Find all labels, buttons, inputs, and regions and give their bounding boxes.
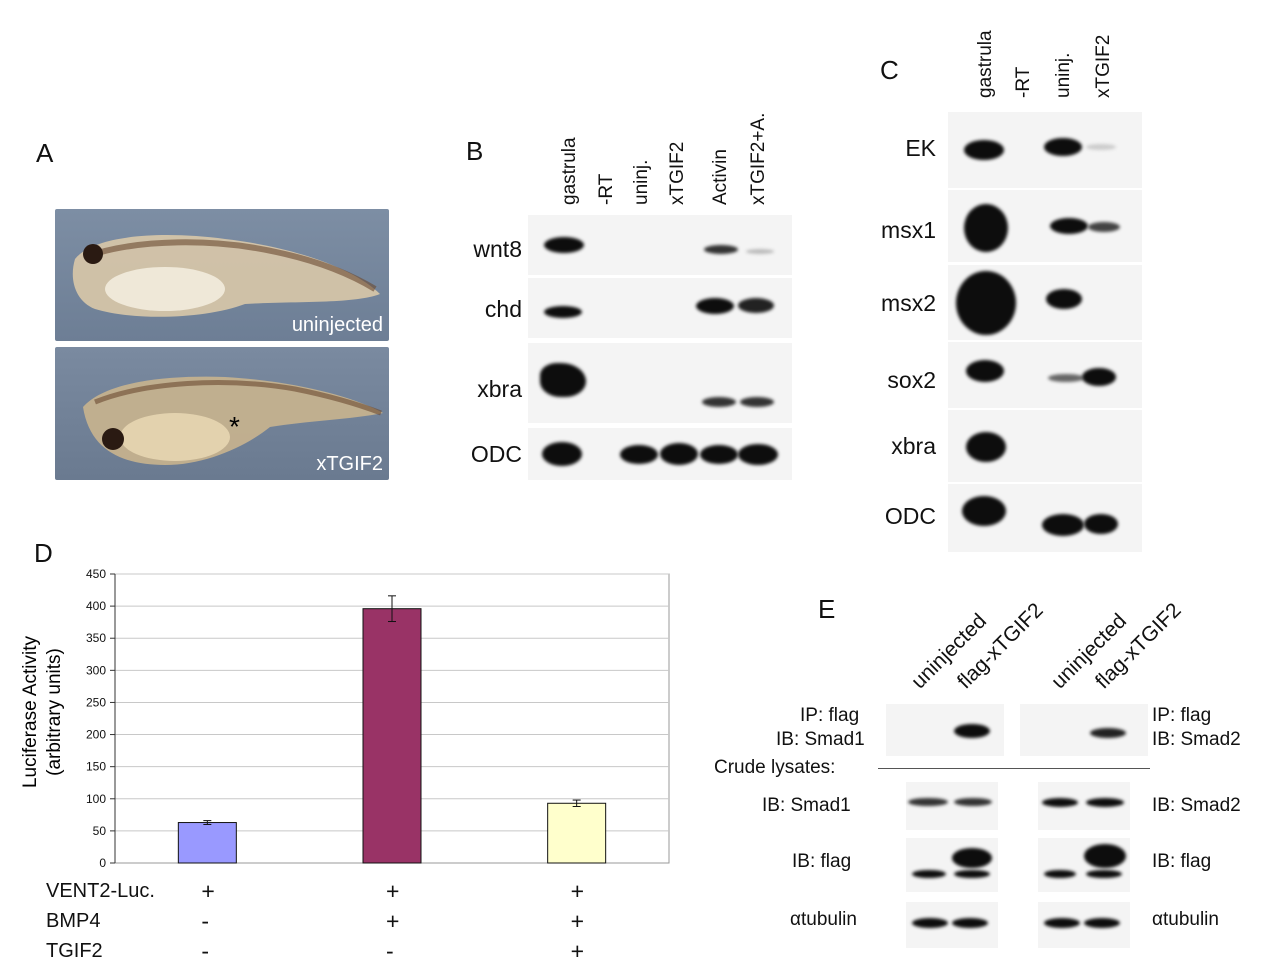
- blot-b-odc: [528, 428, 792, 480]
- condition-sign: +: [570, 938, 585, 964]
- blot-e-smad1: [906, 782, 998, 830]
- tadpole-photo-xtgif2: * xTGIF2: [55, 347, 389, 480]
- blot-c-sox2: [948, 342, 1142, 408]
- lane-label-b-5: Activin: [710, 149, 731, 205]
- condition-sign: -: [386, 938, 394, 964]
- lane-label-b-3: uninj.: [631, 159, 652, 205]
- lane-label-c-4: xTGIF2: [1093, 34, 1114, 98]
- row-label-e-right-2: IB: flag: [1152, 851, 1212, 872]
- blot-c-odc: [948, 484, 1142, 552]
- row-label-chd: chd: [484, 296, 522, 322]
- lane-label-b-1: gastrula: [559, 137, 580, 205]
- row-label-e-right-1: IB: Smad2: [1152, 795, 1241, 816]
- blot-e-tubulin-right: [1038, 902, 1130, 948]
- row-label-wnt8: wnt8: [473, 236, 522, 262]
- y-tick-label: 300: [86, 663, 106, 677]
- lane-label-b-2: -RT: [596, 173, 617, 205]
- blot-b-wnt8: [528, 215, 792, 275]
- y-tick-label: 50: [93, 824, 107, 838]
- panel-letter-e: E: [818, 594, 836, 624]
- lane-label-c-1: gastrula: [975, 30, 996, 98]
- panel-letter-a: A: [36, 138, 54, 168]
- row-label-e-left-2: IB: flag: [792, 851, 852, 872]
- condition-sign: +: [386, 908, 400, 934]
- condition-sign: -: [201, 908, 209, 934]
- ip-label-right-2: IB: Smad2: [1152, 729, 1241, 750]
- ip-label-right-1: IP: flag: [1152, 705, 1212, 726]
- ip-label-left-1: IP: flag: [800, 705, 860, 726]
- row-label-e-left-1: IB: Smad1: [762, 795, 851, 816]
- lane-label-b-4: xTGIF2: [667, 141, 688, 205]
- y-tick-label: 400: [86, 599, 106, 613]
- row-label-sox2: sox2: [887, 367, 936, 393]
- condition-sign: -: [201, 938, 209, 964]
- condition-sign: +: [570, 878, 585, 904]
- y-tick-label: 200: [86, 728, 106, 742]
- blot-e-ip-right: [1020, 704, 1148, 756]
- lane-label-b-6: xTGIF2+A.: [748, 112, 769, 205]
- condition-sign: +: [201, 878, 215, 904]
- y-tick-label: 0: [99, 856, 106, 870]
- label-uninjected: uninjected: [291, 314, 383, 336]
- condition-name-1: VENT2-Luc.: [46, 880, 155, 902]
- condition-name-2: BMP4: [46, 910, 101, 932]
- lane-label-c-3: uninj.: [1053, 52, 1074, 98]
- blot-e-flag-right: [1038, 838, 1130, 892]
- blot-b-xbra: [528, 343, 792, 423]
- blot-b-chd: [528, 278, 792, 338]
- blot-c-msx2: [948, 265, 1142, 340]
- condition-sign: +: [386, 878, 400, 904]
- y-tick-label: 350: [86, 631, 106, 645]
- panel-letter-d: D: [34, 538, 53, 568]
- panel-letter-b: B: [466, 136, 484, 166]
- row-label-xbra-c: xbra: [891, 433, 936, 459]
- y-axis-label-line2: (arbitrary units): [44, 648, 65, 776]
- blot-e-smad2: [1038, 782, 1130, 830]
- blot-e-flag-left: [906, 838, 998, 892]
- y-tick-label: 250: [86, 695, 106, 709]
- row-label-msx2: msx2: [881, 290, 936, 316]
- y-tick-label: 100: [86, 792, 106, 806]
- y-tick-label: 150: [86, 760, 106, 774]
- row-label-e-right-3: αtubulin: [1152, 909, 1219, 930]
- y-tick-label: 450: [86, 567, 106, 581]
- bar-1: [177, 822, 237, 864]
- crude-lysates-label: Crude lysates:: [714, 757, 836, 778]
- row-label-ek: EK: [905, 135, 936, 161]
- blot-c-ek: [948, 112, 1142, 188]
- bar-3: [547, 802, 607, 864]
- tadpole-photo-uninjected: uninjected: [55, 209, 389, 341]
- bar-2: [362, 608, 422, 864]
- condition-name-3: TGIF2: [46, 940, 103, 962]
- label-xtgif2: xTGIF2: [316, 453, 383, 475]
- condition-sign: +: [570, 908, 585, 934]
- row-label-e-left-3: αtubulin: [790, 909, 857, 930]
- blot-e-tubulin-left: [906, 902, 998, 948]
- luciferase-chart: 0 50 100 150 200 250 300 350 400 450 Luciferase A…: [20, 567, 670, 870]
- asterisk-marker: *: [229, 411, 240, 442]
- blot-e-ip-left: [886, 704, 1004, 756]
- row-label-odc-c: ODC: [884, 503, 936, 529]
- row-label-xbra-b: xbra: [477, 376, 522, 402]
- divider-line: [878, 768, 1150, 769]
- y-axis-label-line1: Luciferase Activity: [20, 635, 41, 788]
- row-label-msx1: msx1: [881, 217, 936, 243]
- ip-label-left-2: IB: Smad1: [776, 729, 865, 750]
- lane-label-c-2: -RT: [1013, 66, 1034, 98]
- blot-c-xbra: [948, 410, 1142, 482]
- blot-c-msx1: [948, 190, 1142, 262]
- row-label-odc-b: ODC: [470, 441, 522, 467]
- panel-letter-c: C: [880, 55, 899, 85]
